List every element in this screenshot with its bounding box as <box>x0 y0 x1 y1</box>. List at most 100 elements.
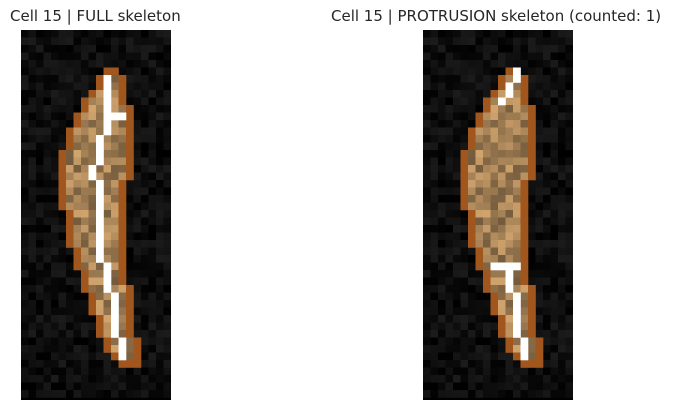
skeleton-pixel <box>103 75 112 83</box>
background-pixel <box>96 360 104 368</box>
background-pixel <box>163 135 171 143</box>
cell-outline-pixel <box>520 187 529 196</box>
background-pixel <box>438 367 446 376</box>
background-pixel <box>475 382 484 391</box>
background-pixel <box>156 37 164 46</box>
background-pixel <box>475 315 484 323</box>
background-pixel <box>43 270 52 278</box>
background-pixel <box>475 82 484 91</box>
background-pixel <box>468 382 476 391</box>
background-pixel <box>460 247 469 256</box>
cell-pixel <box>505 172 514 181</box>
background-pixel <box>535 367 544 376</box>
background-pixel <box>133 37 142 46</box>
background-pixel <box>21 120 29 128</box>
cell-pixel <box>498 210 506 218</box>
background-pixel <box>36 45 44 53</box>
background-pixel <box>445 45 454 53</box>
background-pixel <box>558 67 566 76</box>
background-pixel <box>430 345 439 353</box>
background-pixel <box>558 150 566 158</box>
background-pixel <box>141 60 149 68</box>
background-pixel <box>453 337 461 346</box>
cell-outline-pixel <box>460 172 469 181</box>
background-pixel <box>141 322 149 331</box>
cell-outline-pixel <box>490 90 499 98</box>
background-pixel <box>21 255 29 263</box>
cell-outline-pixel <box>475 112 484 121</box>
background-pixel <box>550 337 559 346</box>
background-pixel <box>141 292 149 301</box>
cell-outline-pixel <box>58 157 67 166</box>
background-pixel <box>163 390 171 398</box>
background-pixel <box>483 315 491 323</box>
skeleton-pixel <box>103 90 112 98</box>
background-pixel <box>468 67 476 76</box>
cell-pixel <box>490 150 499 158</box>
background-pixel <box>453 112 461 121</box>
background-pixel <box>126 382 134 391</box>
cell-outline-pixel <box>118 262 127 271</box>
background-pixel <box>126 262 134 271</box>
cell-pixel <box>118 150 127 158</box>
cell-outline-pixel <box>96 82 104 91</box>
background-pixel <box>453 30 461 38</box>
background-pixel <box>43 172 52 181</box>
background-pixel <box>550 367 559 376</box>
background-pixel <box>528 30 536 38</box>
background-pixel <box>126 45 134 53</box>
background-pixel <box>550 157 559 166</box>
background-pixel <box>163 262 171 271</box>
background-pixel <box>558 120 566 128</box>
background-pixel <box>58 210 67 218</box>
cell-outline-pixel <box>118 360 127 368</box>
background-pixel <box>156 195 164 203</box>
cell-pixel <box>483 232 491 241</box>
background-pixel <box>468 30 476 38</box>
background-pixel <box>111 60 119 68</box>
background-pixel <box>163 367 171 376</box>
cell-outline-pixel <box>520 255 529 263</box>
cell-pixel <box>505 255 514 263</box>
background-pixel <box>550 285 559 293</box>
background-pixel <box>28 127 37 136</box>
background-pixel <box>36 187 44 196</box>
cell-pixel <box>118 285 127 293</box>
background-pixel <box>535 82 544 91</box>
background-pixel <box>475 105 484 113</box>
cell-pixel <box>490 210 499 218</box>
background-pixel <box>423 120 431 128</box>
background-pixel <box>51 262 59 271</box>
background-pixel <box>36 157 44 166</box>
background-pixel <box>543 135 551 143</box>
cell-pixel <box>103 322 112 331</box>
background-pixel <box>558 292 566 301</box>
background-pixel <box>51 360 59 368</box>
background-pixel <box>535 165 544 173</box>
background-pixel <box>520 375 529 383</box>
cell-outline-pixel <box>528 112 536 121</box>
background-pixel <box>111 382 119 391</box>
cell-outline-pixel <box>126 127 134 136</box>
background-pixel <box>565 225 573 233</box>
background-pixel <box>81 360 89 368</box>
background-pixel <box>498 60 506 68</box>
background-pixel <box>88 315 97 323</box>
background-pixel <box>445 52 454 61</box>
background-pixel <box>51 232 59 241</box>
cell-outline-pixel <box>520 202 529 211</box>
background-pixel <box>81 352 89 361</box>
cell-pixel <box>111 277 119 286</box>
background-pixel <box>430 307 439 316</box>
background-pixel <box>528 45 536 53</box>
background-pixel <box>535 187 544 196</box>
background-pixel <box>520 367 529 376</box>
background-pixel <box>43 180 52 188</box>
cell-pixel <box>498 142 506 151</box>
background-pixel <box>550 225 559 233</box>
background-pixel <box>36 120 44 128</box>
cell-pixel <box>498 172 506 181</box>
background-pixel <box>565 45 573 53</box>
background-pixel <box>88 322 97 331</box>
background-pixel <box>445 202 454 211</box>
